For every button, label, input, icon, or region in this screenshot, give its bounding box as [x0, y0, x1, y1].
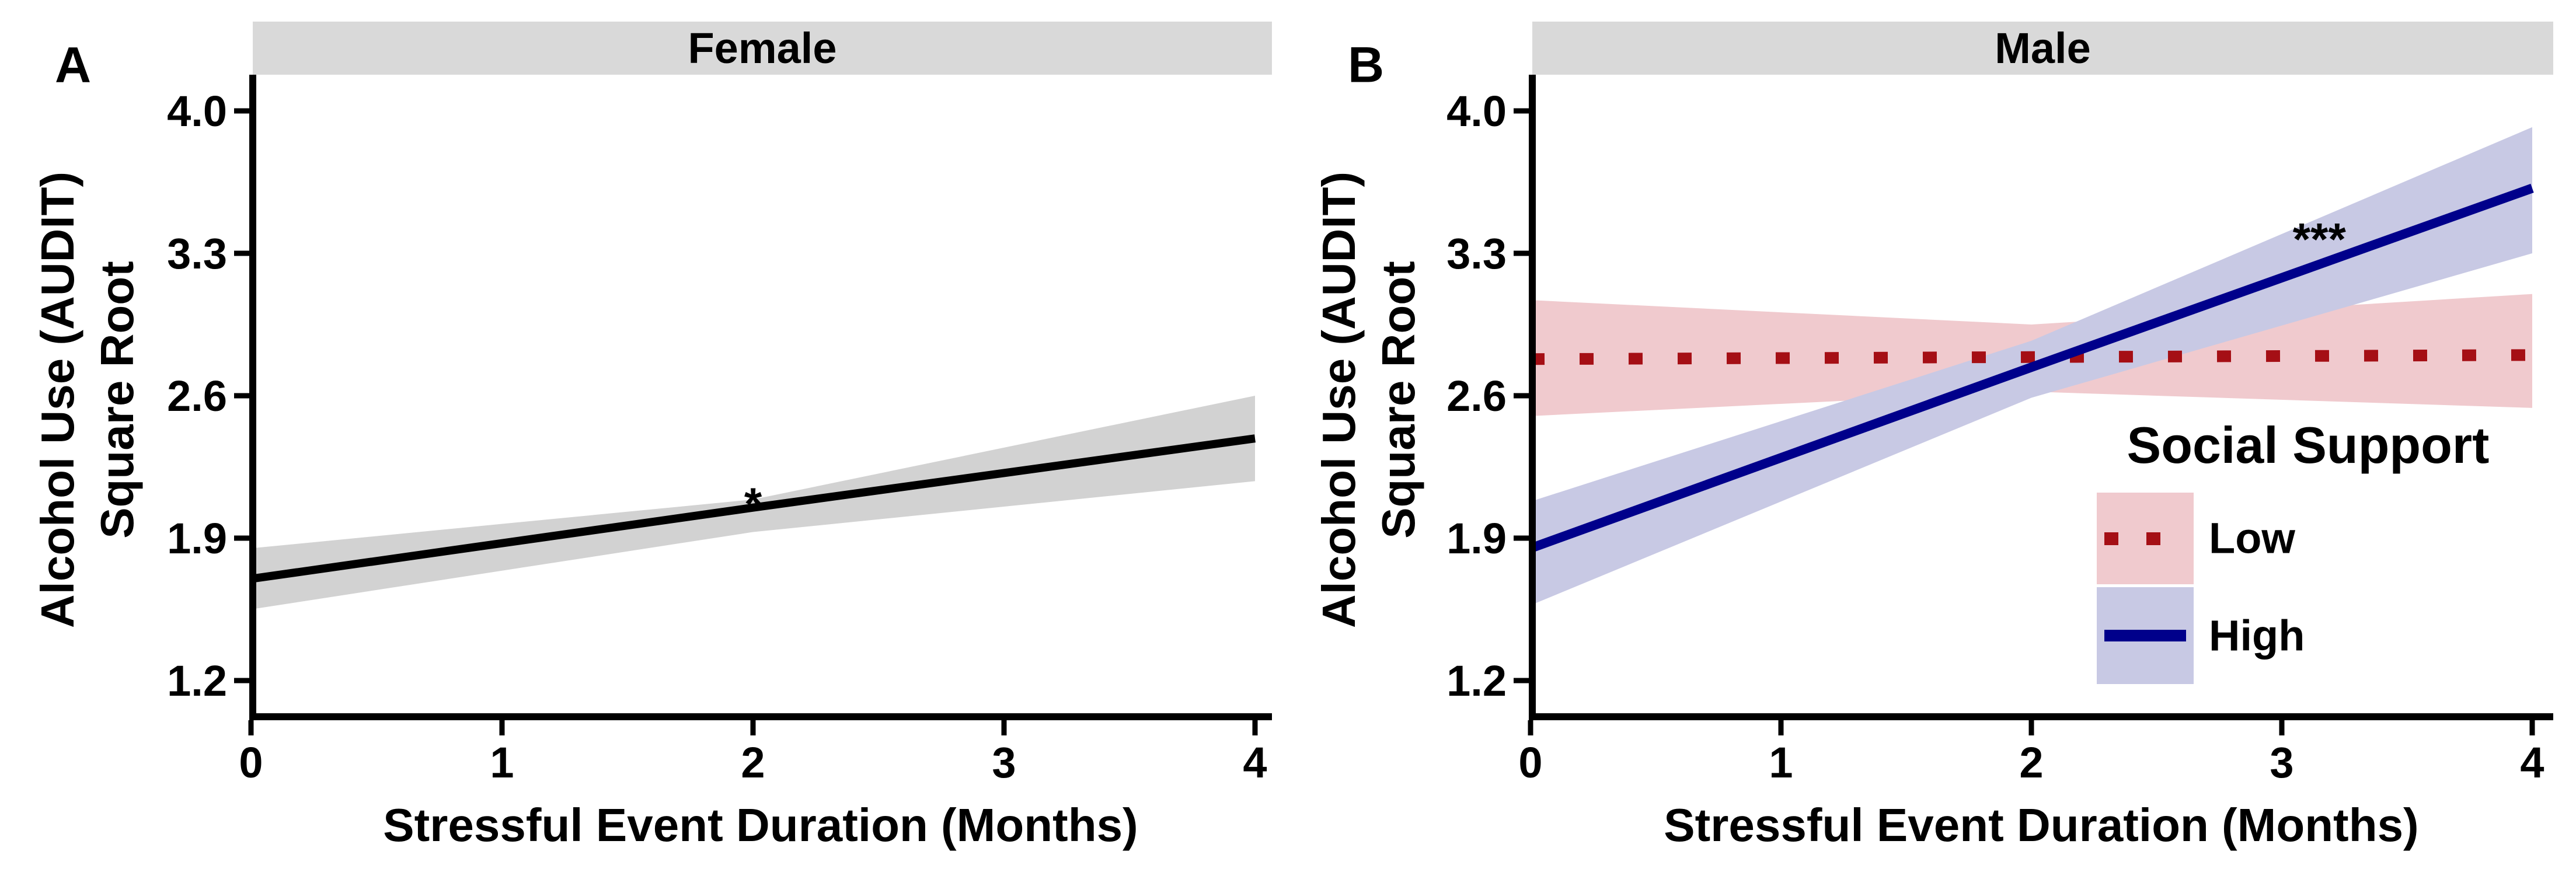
regression-line-B-low — [1530, 349, 2533, 365]
legend-key-high — [2097, 587, 2194, 684]
legend-dotted-line-swatch — [2104, 532, 2186, 545]
significance-annotation-A: * — [744, 478, 762, 529]
y-tick-label-A: 1.9 — [167, 514, 227, 563]
facet-strip-female: Female — [253, 22, 1272, 75]
y-tick-label-A: 3.3 — [167, 229, 227, 278]
y-axis-title-a-line2: Square Root — [91, 261, 143, 539]
y-tick-label-A: 2.6 — [167, 372, 227, 420]
panel-label-a: A — [54, 37, 92, 93]
x-axis-title-b: Stressful Event Duration (Months) — [1664, 799, 2419, 851]
regression-line-A-overall — [250, 434, 1256, 583]
x-tick-label-B: 4 — [2520, 738, 2544, 787]
legend-title: Social Support — [2127, 416, 2490, 474]
y-tick-label-A: 4.0 — [167, 87, 227, 135]
y-tick-label-B: 2.6 — [1446, 372, 1507, 420]
x-tick-label-A: 0 — [239, 738, 263, 787]
facet-label-female: Female — [688, 24, 837, 72]
x-tick-label-B: 3 — [2270, 738, 2293, 787]
x-tick-label-A: 1 — [490, 738, 514, 787]
y-tick-label-B: 4.0 — [1446, 87, 1507, 135]
y-axis-title-b-line1: Alcohol Use (AUDIT) — [1313, 171, 1365, 629]
y-axis-title-b-line2: Square Root — [1372, 261, 1424, 539]
y-tick-label-B: 3.3 — [1446, 229, 1507, 278]
x-tick-label-A: 3 — [992, 738, 1016, 787]
x-tick-label-A: 2 — [741, 738, 765, 787]
x-tick-label-B: 0 — [1518, 738, 1542, 787]
y-tick-label-B: 1.9 — [1446, 514, 1507, 563]
facet-label-male: Male — [1995, 24, 2091, 72]
y-axis-title-a-line1: Alcohol Use (AUDIT) — [32, 171, 83, 629]
y-tick-label-B: 1.2 — [1446, 657, 1507, 705]
y-axis-title-b: Alcohol Use (AUDIT) Square Root — [1309, 172, 1428, 628]
x-tick-label-B: 1 — [1769, 738, 1793, 787]
regression-line-B-high — [1529, 183, 2534, 553]
x-axis-title-a: Stressful Event Duration (Months) — [383, 799, 1138, 851]
ci-band-A-overall — [251, 396, 1255, 609]
legend-label-low: Low — [2209, 514, 2295, 563]
y-tick-label-A: 1.2 — [167, 657, 227, 705]
facet-strip-male: Male — [1532, 22, 2553, 75]
significance-annotation-B: *** — [2293, 214, 2347, 265]
x-tick-label-B: 2 — [2019, 738, 2043, 787]
legend-label-high: High — [2209, 611, 2305, 660]
y-axis-title-a: Alcohol Use (AUDIT) Square Root — [28, 172, 147, 628]
panel-label-b: B — [1347, 37, 1385, 93]
legend-key-low — [2097, 493, 2194, 584]
legend-solid-line-swatch — [2104, 630, 2186, 641]
x-tick-label-A: 4 — [1243, 738, 1267, 787]
